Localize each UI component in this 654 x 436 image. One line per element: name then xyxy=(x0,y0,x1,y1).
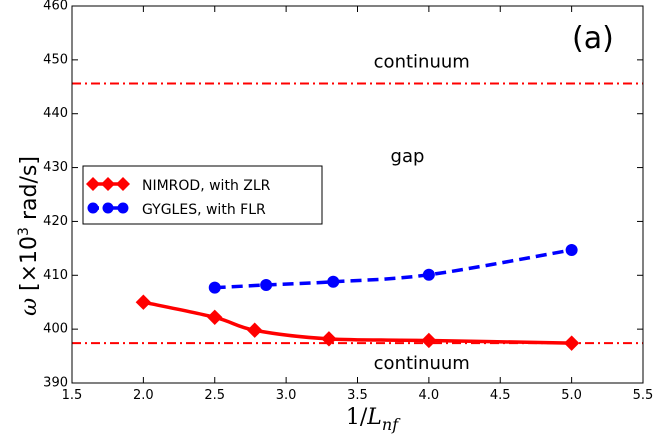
panel-label: (a) xyxy=(572,21,614,56)
x-tick-label-1: 2.0 xyxy=(133,388,154,403)
x-tick-label-3: 3.0 xyxy=(276,388,297,403)
gygles-point-2 xyxy=(327,275,340,288)
x-tick-label-7: 5.0 xyxy=(561,388,582,403)
y-axis-label: ω [×103 rad/s] xyxy=(16,156,42,316)
x-tick-label-0: 1.5 xyxy=(62,388,83,403)
legend-frame xyxy=(82,165,323,225)
nimrod-point-2 xyxy=(247,322,263,338)
gygles-point-4 xyxy=(565,243,578,256)
legend-marker-nimrod-2 xyxy=(116,177,130,191)
annotation-continuum-0: continuum xyxy=(374,52,470,73)
annotation-gap-1: gap xyxy=(391,146,425,167)
x-axis-label: 1/Lnf xyxy=(346,405,401,434)
y-tick-label-3: 420 xyxy=(43,214,68,229)
annotation-continuum-2: continuum xyxy=(374,353,470,374)
legend-label-nimrod: NIMROD, with ZLR xyxy=(142,178,271,194)
y-tick-label-6: 450 xyxy=(43,52,68,67)
nimrod-point-1 xyxy=(207,309,223,326)
legend: NIMROD, with ZLR GYGLES, with FLR xyxy=(82,165,323,225)
legend-marker-nimrod-0 xyxy=(86,177,100,191)
x-tick-label-8: 5.5 xyxy=(633,388,654,403)
x-tick-label-2: 2.5 xyxy=(204,388,225,403)
legend-marker-nimrod-1 xyxy=(101,177,115,191)
series-line-0 xyxy=(143,300,572,345)
gygles-point-1 xyxy=(260,278,273,291)
y-tick-label-4: 430 xyxy=(43,160,68,175)
y-tick-label-0: 390 xyxy=(43,376,68,391)
nimrod-point-0 xyxy=(135,294,152,310)
legend-marker-gygles-0 xyxy=(87,202,99,214)
y-tick-label-1: 400 xyxy=(43,322,68,337)
nimrod-point-3 xyxy=(321,331,337,347)
y-tick-label-2: 410 xyxy=(43,268,68,283)
nimrod-point-4 xyxy=(421,332,437,349)
legend-marker-gygles-1 xyxy=(102,202,114,214)
y-tick-label-5: 440 xyxy=(43,106,68,121)
legend-marker-gygles-2 xyxy=(117,202,129,214)
series-line-1 xyxy=(214,248,572,290)
gygles-point-3 xyxy=(422,268,435,281)
x-tick-label-6: 4.5 xyxy=(490,388,511,403)
legend-label-gygles: GYGLES, with FLR xyxy=(142,202,266,218)
y-tick-label-7: 460 xyxy=(43,0,68,14)
nimrod-point-5 xyxy=(563,335,580,351)
x-tick-label-4: 3.5 xyxy=(347,388,368,403)
gygles-point-0 xyxy=(208,281,221,294)
x-tick-label-5: 4.0 xyxy=(419,388,440,403)
